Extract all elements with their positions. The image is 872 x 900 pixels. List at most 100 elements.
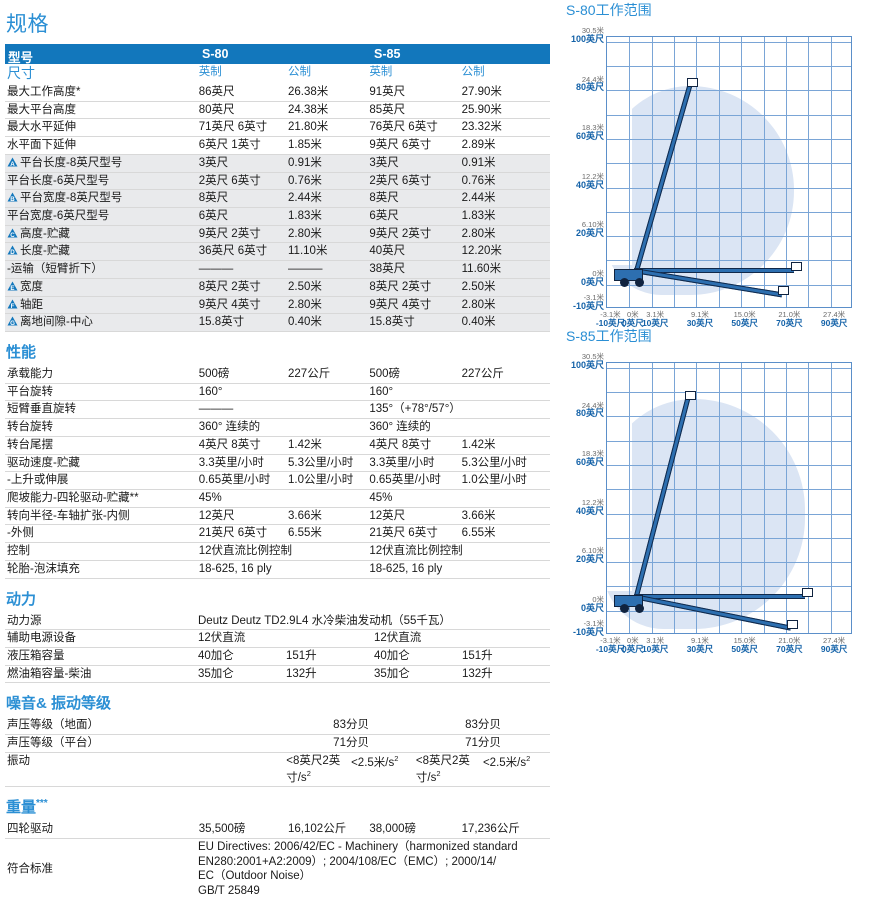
row-label: 水平面下延伸: [5, 136, 199, 155]
gridline-horizontal: [607, 441, 851, 442]
y-tick-metric: -3.1米: [583, 619, 604, 629]
gridline-vertical: [808, 37, 809, 307]
gridline-horizontal: [607, 42, 851, 43]
gridline-horizontal: [607, 139, 851, 140]
dimension-badge-g-icon: G: [7, 316, 18, 326]
gridline-horizontal: [607, 611, 851, 612]
y-tick-imperial: 40英尺: [575, 179, 604, 190]
y-tick-metric: 30.5米: [581, 26, 604, 35]
gridline-vertical: [786, 363, 787, 633]
row-value-2: 9英尺 2英寸: [369, 225, 462, 244]
platform-basket: [790, 262, 802, 272]
y-tick-metric: 18.3米: [581, 123, 604, 133]
y-tick-metric: 0米: [592, 268, 604, 278]
row-label: B 平台宽度-8英尺型号: [5, 189, 199, 208]
gridline-vertical: [808, 363, 809, 633]
row-value-0: 86英尺: [198, 83, 289, 102]
x-axis-tick: 3.1米 10英尺: [633, 310, 677, 329]
row-value-2: 15.8英寸: [369, 313, 462, 332]
x-tick-metric: -3.1米: [600, 636, 621, 645]
row-value-0: 4英尺 8英寸: [198, 436, 289, 455]
spec-table-weight: 四轮驱动 35,500磅 16,102公斤 38,000磅 17,236公斤: [5, 821, 550, 839]
unit-header-0: 英制: [198, 66, 222, 78]
row-value-1: 1.83米: [288, 207, 370, 226]
x-axis-tick: 0米 0英尺: [611, 636, 655, 655]
y-axis-tick: 24.4米 80英尺: [560, 401, 604, 419]
x-axis-tick: 21.0米 70英尺: [767, 310, 811, 329]
row-value-3: 2.44米: [461, 189, 550, 208]
x-tick-imperial: 70英尺: [776, 644, 803, 655]
section-title-performance: 性能: [6, 343, 37, 361]
gridline-vertical: [674, 37, 675, 307]
spec-sheet-page: 规格 型号 S-80 S-85 尺寸 英制 公制 英制 公制 最大工作高度* 86英尺 26.…: [5, 2, 866, 897]
row-value-1: 1.85米: [288, 136, 370, 155]
section-title-noise: 噪音& 振动等级: [6, 695, 112, 713]
unit-header-2: 英制: [369, 66, 393, 78]
table-row: 转台旋转 360° 连续的 360° 连续的: [5, 418, 550, 437]
row-value-0: 0.65英里/小时: [198, 471, 289, 490]
x-tick-metric: 21.0米: [778, 310, 801, 319]
gridline-vertical: [629, 37, 630, 307]
chart-s80-title: S-80工作范围: [566, 2, 652, 18]
table-row: 最大工作高度* 86英尺 26.38米 91英尺 27.90米: [5, 83, 550, 102]
model-header-bar: 型号 S-80 S-85: [5, 44, 550, 65]
x-tick-imperial: 30英尺: [686, 644, 714, 655]
row-value-span: Deutz Deutz TD2.9L4 水冷柴油发动机（55千瓦）: [198, 612, 550, 631]
row-value-3: 27.90米: [461, 83, 550, 102]
row-value-2: 500磅: [369, 365, 462, 384]
x-tick-imperial: 90英尺: [820, 644, 848, 655]
row-value-2: 160°: [369, 383, 462, 402]
chart-s85-plot: 30.5米 100英尺 24.4米 80英尺 18.3米 60英尺 12.2米 40英尺 6.1…: [560, 352, 866, 655]
table-row: E 宽度 8英尺 2英寸 2.50米 8英尺 2英寸 2.50米: [5, 278, 550, 297]
y-tick-imperial: 80英尺: [575, 82, 604, 93]
row-label: 驱动速度-贮藏: [5, 454, 199, 473]
row-label: 辅助电源设备: [5, 629, 198, 649]
y-tick-imperial: -10英尺: [572, 301, 604, 312]
table-row: A 平台长度-8英尺型号 3英尺 0.91米 3英尺 0.91米: [5, 154, 550, 173]
row-value-3: 12.20米: [461, 242, 550, 262]
y-axis-tick: -3.1米 -10英尺: [560, 294, 604, 311]
row-value-3: 0.76米: [461, 172, 550, 191]
x-tick-imperial: -10英尺: [595, 318, 626, 329]
row-label: 平台旋转: [5, 383, 199, 402]
units-header-row: 尺寸 英制 公制 英制 公制: [5, 64, 550, 84]
row-value-2: 76英尺 6英寸: [369, 118, 462, 138]
table-row: 平台宽度-6英尺型号 6英尺 1.83米 6英尺 1.83米: [5, 207, 550, 226]
table-row: 平台旋转 160° 160°: [5, 383, 550, 402]
y-tick-imperial: 20英尺: [575, 554, 604, 565]
row-value-1: 227公斤: [288, 365, 370, 384]
y-axis-tick: 0米 0英尺: [560, 594, 604, 613]
gridline-vertical: [764, 37, 765, 307]
x-axis-tick: 15.0米 50英尺: [723, 636, 767, 655]
row-value-2: 38,000磅: [369, 821, 462, 839]
x-tick-imperial: 70英尺: [776, 318, 803, 329]
row-value-0: 40加仑: [198, 647, 286, 666]
x-tick-imperial: 10英尺: [641, 644, 669, 655]
gridline-horizontal: [607, 416, 851, 417]
row-value-0: 21英尺 6英寸: [198, 524, 289, 544]
unit-header-3: 公制: [461, 66, 485, 78]
row-value-3: 5.3公里/小时: [461, 454, 550, 473]
row-value-0: 35,500磅: [198, 821, 289, 839]
row-value-s85: 12伏直流: [374, 629, 550, 649]
table-row: D 长度-贮藏 36英尺 6英寸 11.10米 40英尺 12.20米: [5, 242, 550, 262]
y-tick-metric: 0米: [592, 594, 604, 604]
row-label: D 长度-贮藏: [5, 242, 199, 262]
y-tick-metric: 18.3米: [581, 449, 604, 459]
row-value-1: 5.3公里/小时: [288, 454, 370, 473]
x-axis-tick: -3.1米 -10英尺: [588, 636, 632, 655]
dimension-badge-b-icon: B: [7, 192, 18, 202]
section-title-power: 动力: [6, 590, 37, 608]
row-value-2: 21英尺 6英寸: [369, 524, 462, 544]
table-row: 燃油箱容量-柴油 35加仑 132升 35加仑 132升: [5, 665, 550, 684]
row-value-1: 3.66米: [288, 507, 370, 526]
spec-table-noise: 声压等级（地面） 83分贝 83分贝 声压等级（平台） 71分贝 71分贝 振动 <8英尺2英…: [5, 717, 550, 788]
row-value-1: 16,102公斤: [288, 821, 370, 839]
row-value-1: 0.91米: [288, 154, 370, 173]
row-value-1: 0.76米: [288, 172, 370, 191]
y-axis-tick: 12.2米 40英尺: [560, 172, 604, 190]
table-row: 短臂垂直旋转 ——— 135°（+78°/57°）: [5, 400, 550, 420]
table-row: 承载能力 500磅 227公斤 500磅 227公斤: [5, 365, 550, 384]
row-value-0: 9英尺 2英寸: [198, 225, 289, 244]
boom-arm-2: [633, 593, 805, 599]
